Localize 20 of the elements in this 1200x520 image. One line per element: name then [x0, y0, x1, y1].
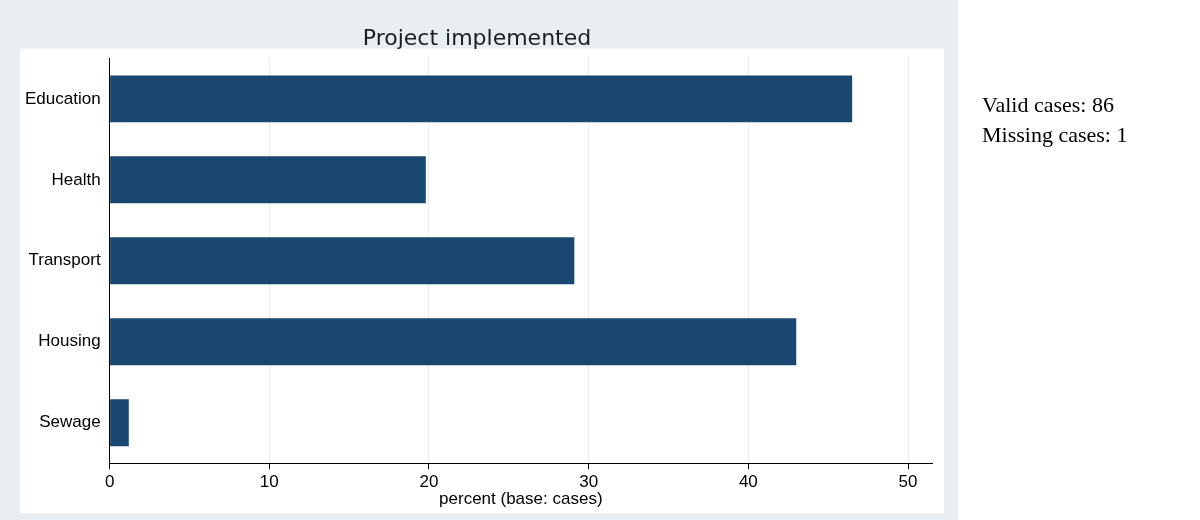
bar — [110, 318, 797, 366]
y-tick-label: Education — [24, 88, 101, 108]
bar — [110, 399, 129, 447]
chart-title: Project implemented — [362, 24, 592, 50]
y-tick-label: Health — [51, 169, 101, 189]
text: Valid cases: 86 — [982, 91, 1115, 119]
y-tick-label: Transport — [28, 250, 101, 270]
x-tick-label: 50 — [898, 472, 918, 492]
x-tick-label: 0 — [104, 472, 115, 492]
x-tick-label: 30 — [579, 472, 599, 492]
bar — [110, 75, 853, 123]
bar — [110, 237, 575, 285]
x-tick-label: 10 — [259, 472, 279, 492]
y-tick-label: Sewage — [39, 412, 101, 432]
text: Missing cases: 1 — [982, 121, 1128, 149]
x-tick-label: 40 — [738, 472, 758, 492]
x-axis-title: percent (base: cases) — [439, 489, 603, 509]
bar — [110, 156, 426, 204]
x-tick-label: 20 — [419, 472, 439, 492]
y-tick-label: Housing — [38, 331, 101, 351]
